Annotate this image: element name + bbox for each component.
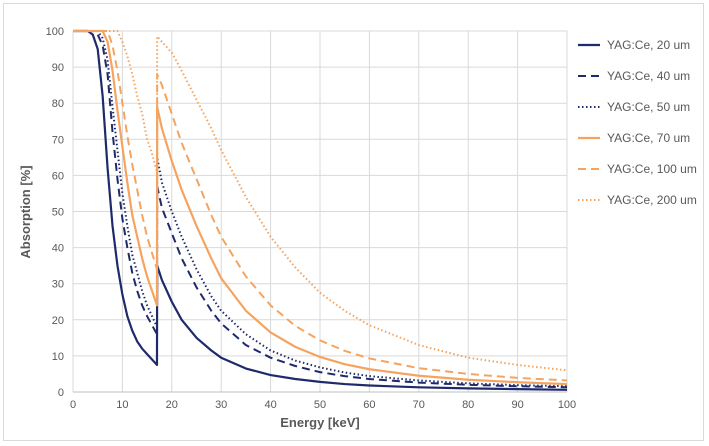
x-tick-labels: 0 10 20 30 40 50 60 70 80 90 100 [70, 399, 576, 411]
series-line-6 [73, 30, 568, 372]
axes [72, 31, 567, 393]
series-line-2 [73, 30, 568, 389]
series-line-3 [73, 30, 568, 388]
chart-frame [3, 3, 704, 441]
x-tick-label: 60 [363, 399, 375, 411]
series-line-4 [73, 29, 568, 386]
y-tick-label: 70 [52, 134, 64, 146]
legend: YAG:Ce, 20 um YAG:Ce, 40 um YAG:Ce, 50 um Y… [578, 38, 697, 207]
plot-series [73, 29, 568, 391]
y-axis-label: Absorption [%] [18, 165, 33, 258]
legend-label-6: YAG:Ce, 200 um [607, 193, 697, 207]
y-tick-label: 60 [52, 170, 64, 182]
legend-label-5: YAG:Ce, 100 um [607, 162, 697, 176]
x-tick-label: 30 [215, 399, 227, 411]
legend-label-2: YAG:Ce, 40 um [607, 69, 690, 83]
legend-label-1: YAG:Ce, 20 um [607, 38, 690, 52]
y-tick-label: 40 [52, 243, 64, 255]
y-tick-label: 80 [52, 98, 64, 110]
x-tick-label: 90 [511, 399, 523, 411]
x-tick-label: 50 [314, 399, 326, 411]
legend-label-3: YAG:Ce, 50 um [607, 100, 690, 114]
y-tick-labels: 0 10 20 30 40 50 60 70 80 90 100 [46, 26, 64, 399]
series-line-5 [73, 30, 568, 382]
legend-label-4: YAG:Ce, 70 um [607, 131, 690, 145]
grid-lines [73, 30, 568, 392]
y-tick-label: 90 [52, 62, 64, 74]
y-tick-label: 100 [46, 26, 64, 38]
x-axis-label: Energy [keV] [280, 415, 359, 430]
x-tick-label: 0 [70, 399, 76, 411]
y-tick-label: 10 [52, 351, 64, 363]
x-tick-label: 70 [413, 399, 425, 411]
y-tick-label: 30 [52, 279, 64, 291]
x-tick-label: 20 [166, 399, 178, 411]
x-tick-label: 100 [558, 399, 576, 411]
y-tick-label: 50 [52, 207, 64, 219]
x-tick-label: 10 [116, 399, 128, 411]
y-tick-label: 0 [58, 387, 64, 399]
y-tick-label: 20 [52, 315, 64, 327]
x-tick-label: 80 [462, 399, 474, 411]
x-tick-label: 40 [264, 399, 276, 411]
